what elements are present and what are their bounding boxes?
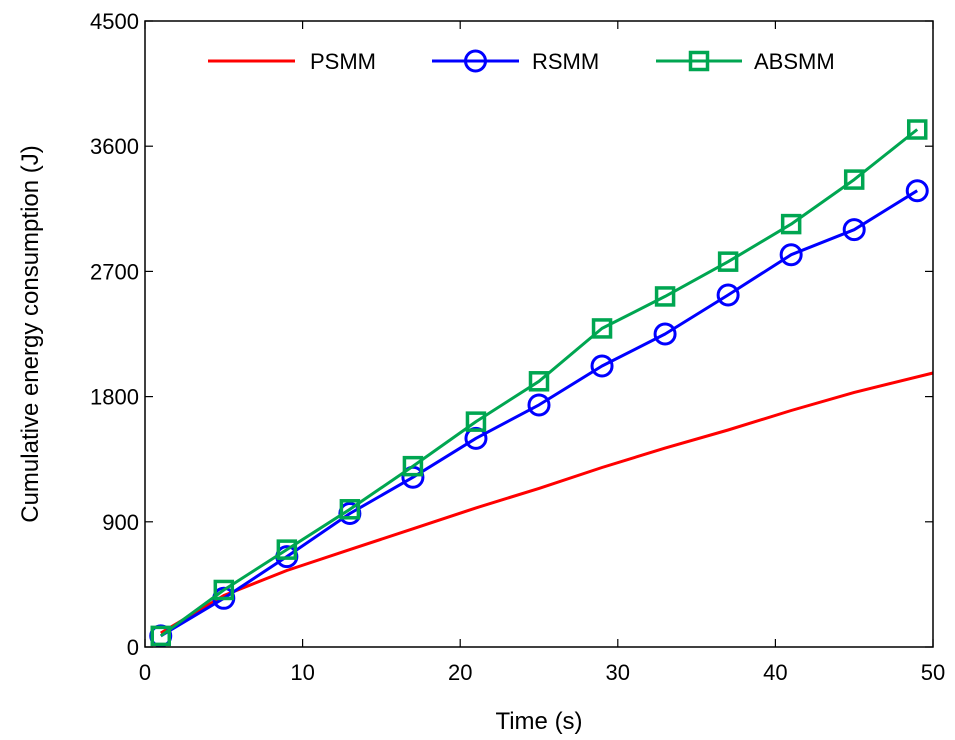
data-point bbox=[779, 243, 803, 267]
data-point bbox=[150, 625, 172, 647]
data-point bbox=[716, 283, 740, 307]
legend-item-psmm: PSMM bbox=[208, 49, 376, 74]
data-point bbox=[780, 213, 802, 235]
data-point bbox=[591, 318, 613, 339]
data-point bbox=[717, 251, 739, 272]
y-tick-label: 900 bbox=[102, 510, 139, 535]
data-point bbox=[528, 371, 550, 392]
data-point bbox=[905, 179, 929, 203]
legend-label: RSMM bbox=[532, 49, 599, 74]
data-point bbox=[213, 579, 235, 601]
data-point bbox=[464, 426, 488, 450]
plot-area bbox=[149, 119, 934, 648]
x-tick-label: 0 bbox=[139, 660, 151, 685]
legend-label: PSMM bbox=[310, 49, 376, 74]
data-point bbox=[402, 455, 424, 477]
x-tick-label: 40 bbox=[763, 660, 787, 685]
axis-ticks bbox=[144, 20, 934, 648]
legend-marker bbox=[688, 50, 710, 72]
data-point bbox=[906, 119, 928, 140]
y-tick-label: 0 bbox=[127, 635, 139, 660]
y-tick-label: 4500 bbox=[90, 9, 139, 34]
x-axis-title: Time (s) bbox=[495, 708, 582, 735]
x-tick-label: 30 bbox=[606, 660, 630, 685]
y-axis-title: Cumulative energy consumption (J) bbox=[17, 145, 44, 523]
x-tick-label: 20 bbox=[448, 660, 472, 685]
legend: PSMM RSMM ABSMM bbox=[208, 49, 835, 74]
series-line bbox=[160, 371, 934, 635]
legend-label: ABSMM bbox=[754, 49, 835, 74]
axis-tick-labels: 0 10 20 30 40 50 0 900 1800 2700 3600 4500 bbox=[90, 9, 945, 685]
data-point bbox=[654, 286, 676, 307]
axes-frame bbox=[144, 20, 934, 648]
y-tick-label: 2700 bbox=[90, 259, 139, 284]
x-tick-label: 50 bbox=[921, 660, 945, 685]
legend-marker bbox=[464, 49, 487, 73]
series-psmm bbox=[160, 371, 934, 635]
y-tick-label: 3600 bbox=[90, 134, 139, 159]
data-point bbox=[842, 218, 866, 242]
data-point bbox=[276, 539, 298, 560]
data-point bbox=[527, 393, 551, 417]
series-line bbox=[159, 128, 919, 638]
data-point bbox=[465, 411, 487, 432]
data-point bbox=[653, 322, 677, 346]
legend-item-rsmm: RSMM bbox=[432, 49, 599, 74]
data-point bbox=[843, 169, 865, 190]
legend-item-absmm: ABSMM bbox=[656, 49, 835, 74]
x-tick-label: 10 bbox=[290, 660, 314, 685]
data-point bbox=[590, 354, 614, 378]
data-point bbox=[339, 499, 361, 520]
series-absmm bbox=[150, 119, 928, 647]
y-tick-label: 1800 bbox=[90, 385, 139, 410]
